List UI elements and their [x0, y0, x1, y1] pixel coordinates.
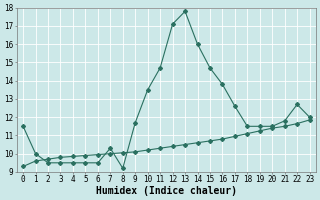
X-axis label: Humidex (Indice chaleur): Humidex (Indice chaleur): [96, 186, 237, 196]
